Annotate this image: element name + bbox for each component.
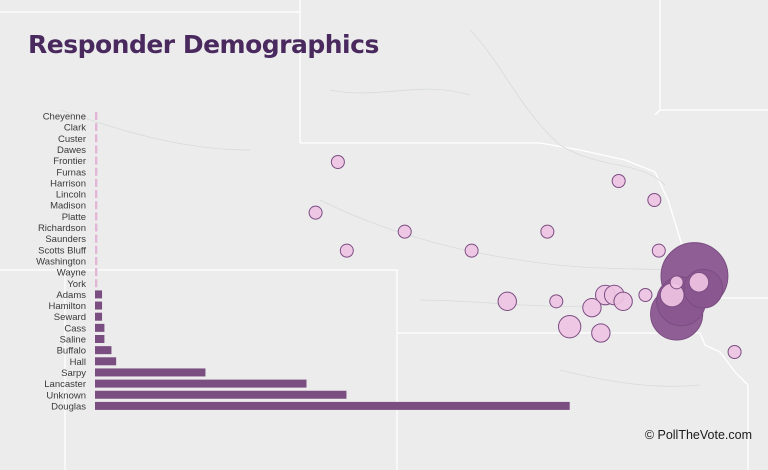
- bar-label: Douglas: [51, 401, 86, 412]
- bar[interactable]: [95, 234, 98, 243]
- bar-label: Lincoln: [56, 190, 86, 201]
- bar-label: Hall: [70, 357, 86, 368]
- bar[interactable]: [95, 167, 98, 176]
- bubble-layer: [308, 155, 742, 359]
- map-bubble[interactable]: [549, 294, 564, 309]
- bar[interactable]: [95, 301, 103, 310]
- map-bubble[interactable]: [611, 174, 626, 188]
- river-line: [329, 88, 471, 96]
- map-bubble[interactable]: [613, 291, 633, 312]
- bar[interactable]: [95, 134, 98, 143]
- bar[interactable]: [95, 190, 98, 199]
- bar-label: Cass: [64, 323, 86, 334]
- bar[interactable]: [95, 279, 98, 288]
- bar-label: Furnas: [56, 167, 86, 178]
- bar[interactable]: [95, 290, 103, 299]
- map-bubble[interactable]: [638, 288, 653, 302]
- bar[interactable]: [95, 368, 206, 377]
- bar-label: Seward: [54, 312, 86, 323]
- bar[interactable]: [95, 379, 307, 388]
- bar-label: Hamilton: [49, 301, 87, 312]
- map-bubble[interactable]: [497, 291, 517, 312]
- bar-label: Wayne: [57, 268, 86, 279]
- bar-label: Lancaster: [44, 379, 86, 390]
- map-bubble[interactable]: [339, 243, 354, 258]
- bar[interactable]: [95, 145, 98, 154]
- bar[interactable]: [95, 156, 98, 165]
- bar-label: Frontier: [53, 156, 86, 167]
- chart-title: Responder Demographics: [28, 30, 379, 59]
- bar-label: Unknown: [46, 390, 86, 401]
- bar-label: Sarpy: [61, 368, 86, 379]
- map-bubble[interactable]: [669, 275, 684, 290]
- bar-label: Saline: [60, 335, 86, 346]
- bar[interactable]: [95, 223, 98, 232]
- bar-label: Richardson: [38, 223, 86, 234]
- bar[interactable]: [95, 312, 103, 321]
- bar[interactable]: [95, 335, 105, 343]
- map-bubble[interactable]: [591, 323, 611, 343]
- map-bubble[interactable]: [727, 345, 742, 359]
- map-bubble[interactable]: [397, 224, 412, 239]
- bar[interactable]: [95, 212, 98, 221]
- map-border-line: [397, 332, 749, 386]
- bar[interactable]: [95, 178, 98, 187]
- map-bubble[interactable]: [330, 155, 345, 169]
- bar[interactable]: [95, 390, 347, 399]
- bar[interactable]: [95, 268, 98, 277]
- bar[interactable]: [95, 357, 117, 366]
- map-bubble[interactable]: [582, 297, 602, 318]
- bar-label: Platte: [62, 212, 86, 223]
- bar-label: Scotts Bluff: [38, 245, 86, 256]
- map-bubble[interactable]: [540, 224, 555, 239]
- bar-label: York: [67, 279, 86, 290]
- map-bubble[interactable]: [464, 243, 479, 258]
- bar-label: Buffalo: [57, 346, 86, 357]
- bar[interactable]: [95, 401, 570, 410]
- bar-label: Madison: [50, 201, 86, 212]
- bar-labels: CheyenneClarkCusterDawesFrontierFurnasHa…: [36, 112, 86, 413]
- map-bubble[interactable]: [558, 315, 582, 339]
- credit-text: © PollTheVote.com: [644, 428, 752, 442]
- map-bubble[interactable]: [688, 272, 710, 293]
- bar-label: Saunders: [45, 234, 86, 245]
- river-line: [59, 109, 251, 151]
- bar-label: Dawes: [57, 145, 86, 156]
- river-line: [559, 369, 701, 387]
- bar[interactable]: [95, 323, 105, 332]
- bar-label: Harrison: [50, 178, 86, 189]
- river-line: [319, 199, 671, 271]
- bar-label: Clark: [64, 123, 86, 134]
- bar[interactable]: [95, 123, 98, 132]
- bar-label: Adams: [56, 290, 86, 301]
- bar[interactable]: [95, 245, 98, 254]
- bar[interactable]: [95, 201, 98, 210]
- bar[interactable]: [95, 112, 98, 120]
- map-bubble[interactable]: [651, 243, 666, 258]
- bar-label: Cheyenne: [43, 112, 86, 123]
- bar[interactable]: [95, 346, 112, 355]
- bar-label: Custer: [58, 134, 86, 145]
- map-border-line: [654, 109, 661, 116]
- map-bubble[interactable]: [308, 205, 323, 220]
- bar-label: Washington: [36, 256, 86, 267]
- bar[interactable]: [95, 256, 98, 265]
- river-line: [469, 29, 666, 186]
- map-bubble[interactable]: [647, 193, 662, 207]
- bar-marks: [95, 112, 570, 410]
